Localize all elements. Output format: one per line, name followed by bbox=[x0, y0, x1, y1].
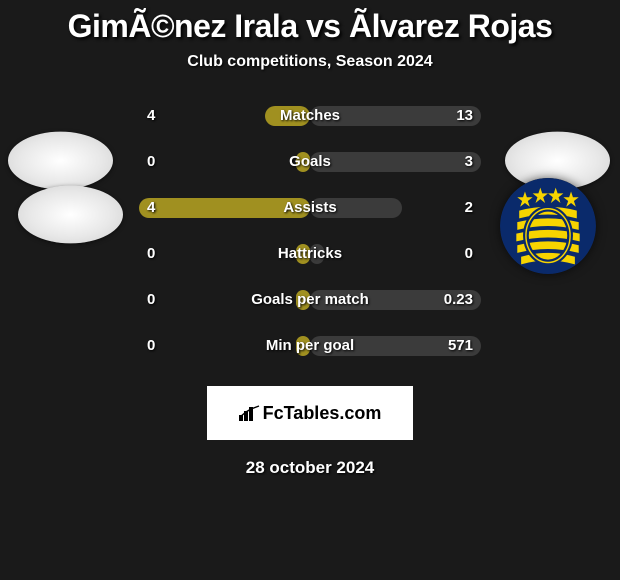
stat-row: 00Hattricks bbox=[139, 244, 481, 264]
subtitle: Club competitions, Season 2024 bbox=[0, 53, 620, 71]
stat-label: Matches bbox=[139, 106, 481, 126]
date-text: 28 october 2024 bbox=[0, 458, 620, 478]
stat-row: 42Assists bbox=[139, 198, 481, 218]
stat-row: 00.23Goals per match bbox=[139, 290, 481, 310]
stat-row: 413Matches bbox=[139, 106, 481, 126]
brand-logo: FcTables.com bbox=[239, 403, 382, 424]
stat-label: Assists bbox=[139, 198, 481, 218]
footer-brand-box: FcTables.com bbox=[207, 386, 413, 440]
brand-text: FcTables.com bbox=[263, 403, 382, 423]
stat-row: 03Goals bbox=[139, 152, 481, 172]
stat-label: Goals bbox=[139, 152, 481, 172]
stat-label: Goals per match bbox=[139, 290, 481, 310]
stat-row: 0571Min per goal bbox=[139, 336, 481, 356]
bars-column: 413Matches 03Goals 42Assists 00Hattricks 00.… bbox=[139, 106, 481, 356]
stat-label: Min per goal bbox=[139, 336, 481, 356]
stat-label: Hattricks bbox=[139, 244, 481, 264]
comparison-chart: 413Matches 03Goals 42Assists 00Hattricks 00.… bbox=[0, 106, 620, 356]
page-title: GimÃ©nez Irala vs Ãlvarez Rojas bbox=[0, 0, 620, 45]
